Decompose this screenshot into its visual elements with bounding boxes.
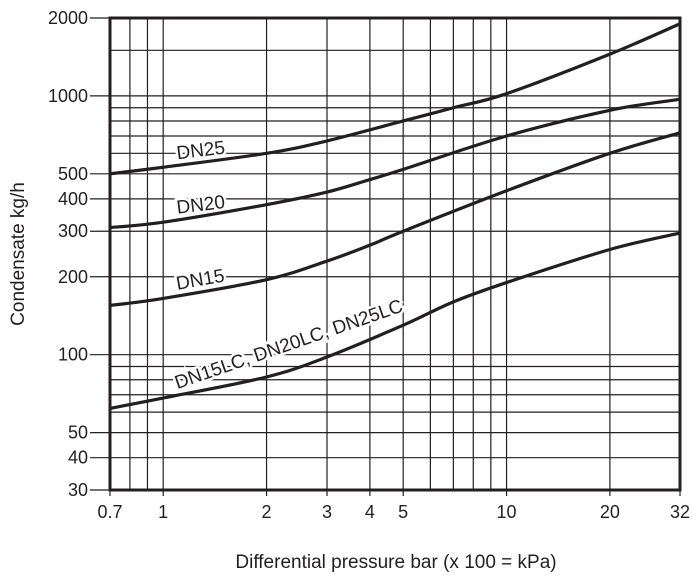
grid [109, 17, 681, 491]
series-line [109, 231, 681, 410]
series-line [109, 131, 681, 308]
curves [109, 22, 681, 410]
y-tick-label: 50 [68, 423, 88, 443]
x-tick-label: 1 [158, 502, 168, 522]
y-tick-label: 300 [58, 221, 88, 241]
x-tick-label: 32 [670, 502, 690, 522]
y-tick-label: 400 [58, 189, 88, 209]
y-axis-label: Condensate kg/h [8, 182, 29, 326]
plot-frame [108, 16, 682, 492]
y-tick-label: 1000 [48, 86, 88, 106]
y-tick-label: 40 [68, 448, 88, 468]
x-tick-label: 0.7 [97, 502, 122, 522]
x-tick-label: 2 [262, 502, 272, 522]
x-tick-label: 3 [322, 502, 332, 522]
x-tick-label: 10 [497, 502, 517, 522]
series-line [109, 22, 681, 176]
series-line [109, 97, 681, 230]
tick-labels: 0.7 1 2 3 4 5 10 20 32 30 40 50 100 200 300 400 500 1000 2… [48, 8, 690, 522]
y-tick-label: 2000 [48, 8, 88, 28]
x-tick-label: 4 [365, 502, 375, 522]
x-axis-label: Differential pressure bar (x 100 = kPa) [235, 552, 556, 573]
x-tick-label: 20 [600, 502, 620, 522]
x-tick-label: 5 [398, 502, 408, 522]
y-tick-label: 100 [58, 345, 88, 365]
y-tick-label: 500 [58, 164, 88, 184]
y-tick-label: 30 [68, 480, 88, 500]
y-tick-label: 200 [58, 267, 88, 287]
